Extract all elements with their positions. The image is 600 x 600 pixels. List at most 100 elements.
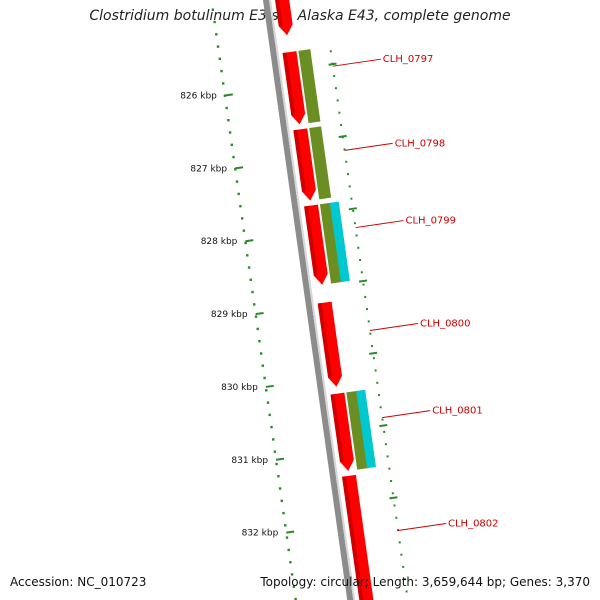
outer-dot — [366, 308, 368, 310]
scale-dot — [248, 266, 250, 268]
scale-dot — [220, 70, 222, 72]
outer-dot — [356, 235, 358, 237]
outer-dot — [349, 185, 351, 187]
outer-dot — [400, 554, 402, 556]
outer-tick — [329, 64, 337, 65]
gene-leader-line — [398, 523, 446, 530]
scale-label: 826 kbp — [180, 92, 217, 102]
outer-dot — [406, 591, 408, 593]
outer-dot — [354, 222, 356, 224]
scale-dot — [236, 180, 238, 182]
scale-major-tick — [256, 313, 264, 314]
scale-dot — [226, 107, 228, 109]
outer-dot — [369, 333, 371, 335]
scale-label: 831 kbp — [231, 456, 268, 466]
outer-dot — [399, 541, 401, 543]
outer-dot — [378, 394, 380, 396]
scale-dot — [227, 119, 229, 121]
scale-dot — [277, 475, 279, 477]
outer-dot — [338, 112, 340, 114]
scale-dot — [274, 451, 276, 453]
outer-tick — [379, 425, 387, 426]
scale-dot — [267, 401, 269, 403]
scale-dot — [269, 414, 271, 416]
outer-dot — [340, 124, 342, 126]
scale-dot — [281, 500, 283, 502]
gene-leader-line — [345, 143, 393, 150]
outer-dot — [363, 284, 365, 286]
scale-dot — [275, 463, 277, 465]
outer-dot — [352, 210, 354, 212]
scale-dot — [215, 33, 217, 35]
gene-leader-line — [370, 324, 418, 331]
outer-dot — [382, 419, 384, 421]
gene-label: CLH_0802 — [448, 519, 499, 530]
outer-dot — [347, 173, 349, 175]
outer-dot — [371, 345, 373, 347]
scale-dot — [219, 58, 221, 60]
outer-tick — [359, 280, 367, 281]
scale-dot — [239, 205, 241, 207]
outer-dot — [376, 382, 378, 384]
scale-dot — [243, 230, 245, 232]
scale-major-tick — [245, 240, 253, 241]
outer-dot — [383, 431, 385, 433]
outer-dot — [337, 99, 339, 101]
outer-dot — [392, 492, 394, 494]
scale-dot — [262, 365, 264, 367]
scale-major-tick — [266, 386, 274, 387]
scale-dot — [217, 45, 219, 47]
scale-dot — [229, 131, 231, 133]
scale-major-tick — [225, 94, 233, 95]
outer-tick — [339, 136, 347, 137]
scale-dot — [286, 536, 288, 538]
scale-dot — [232, 156, 234, 158]
outer-dot — [390, 480, 392, 482]
scale-dot — [213, 21, 215, 23]
gene-label: CLH_0797 — [383, 54, 434, 65]
genome-map: 826 kbp827 kbp828 kbp829 kbp830 kbp831 k… — [0, 0, 600, 600]
scale-major-tick — [286, 532, 294, 533]
scale-dot — [288, 549, 290, 551]
scale-dot — [258, 340, 260, 342]
scale-major-tick — [235, 167, 243, 168]
outer-tick — [389, 497, 397, 498]
scale-dot — [250, 279, 252, 281]
scale-dot — [279, 487, 281, 489]
outer-dot — [387, 455, 389, 457]
scale-dot — [253, 303, 255, 305]
gene-label: CLH_0799 — [406, 216, 457, 227]
scale-label: 829 kbp — [211, 310, 248, 320]
outer-dot — [373, 357, 375, 359]
outer-dot — [380, 406, 382, 408]
scale-dot — [251, 291, 253, 293]
scale-dot — [270, 426, 272, 428]
genome-summary: Topology: circular; Length: 3,659,644 bp… — [260, 575, 590, 589]
scale-dot — [263, 377, 265, 379]
outer-dot — [330, 50, 332, 52]
scale-dot — [260, 352, 262, 354]
scale-major-tick — [276, 459, 284, 460]
gene-label: CLH_0800 — [420, 319, 471, 330]
outer-dot — [402, 566, 404, 568]
outer-dot — [364, 296, 366, 298]
scale-label: 827 kbp — [190, 164, 227, 174]
outer-dot — [333, 75, 335, 77]
scale-label: 828 kbp — [201, 237, 238, 247]
outer-dot — [359, 259, 361, 261]
scale-dot — [272, 438, 274, 440]
outer-tick — [349, 208, 357, 209]
scale-dot — [265, 389, 267, 391]
outer-dot — [368, 320, 370, 322]
scale-dot — [284, 524, 286, 526]
outer-dot — [395, 517, 397, 519]
outer-dot — [385, 443, 387, 445]
scale-dot — [212, 9, 214, 11]
scale-dot — [289, 561, 291, 563]
outer-tick — [369, 353, 377, 354]
scale-dot — [246, 254, 248, 256]
scale-dot — [255, 315, 257, 317]
scale-label: 832 kbp — [242, 529, 279, 539]
gene-leader-line — [333, 59, 381, 66]
scale-dot — [238, 193, 240, 195]
